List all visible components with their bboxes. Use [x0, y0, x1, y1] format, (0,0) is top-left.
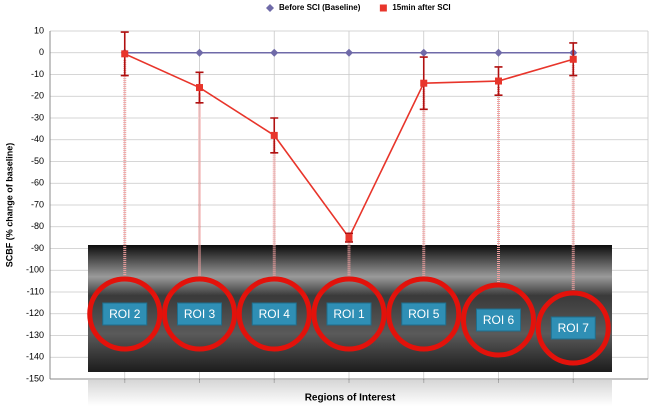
y-tick-label: -100	[26, 265, 44, 275]
image-reflection	[88, 380, 612, 406]
legend-label: Before SCI (Baseline)	[279, 3, 361, 12]
roi-label: ROI 7	[558, 321, 590, 335]
roi-circle	[236, 276, 312, 352]
roi-label: ROI 4	[259, 307, 291, 321]
roi-label-box	[476, 308, 521, 332]
roi-circle	[162, 276, 237, 352]
y-tick-label: -10	[31, 69, 44, 79]
roi-label-box	[177, 302, 222, 326]
y-tick-label: -140	[26, 352, 44, 362]
point	[569, 55, 577, 63]
y-tick-label: -120	[26, 308, 44, 318]
roi-circle	[311, 276, 387, 352]
roi-label: ROI 3	[184, 307, 216, 321]
point	[121, 50, 129, 58]
x-axis-label: Regions of Interest	[305, 393, 396, 404]
roi-label-box	[326, 302, 372, 326]
y-axis-label: SCBF (% change of baseline)	[4, 143, 14, 268]
point	[494, 48, 503, 57]
roi-label: ROI 5	[408, 307, 440, 321]
y-tick-label: 10	[34, 25, 44, 35]
legend-marker	[266, 4, 274, 12]
legend-marker	[379, 4, 387, 12]
y-tick-label: -30	[31, 112, 44, 122]
point	[345, 234, 353, 242]
point	[196, 84, 203, 92]
point	[345, 48, 353, 57]
roi-circle	[535, 290, 611, 366]
roi-overlay: ROI 2 ROI 3 ROI 4 ROI 1 ROI 5 ROI 6 ROI 7	[87, 59, 611, 366]
y-tick-label: -70	[31, 199, 44, 209]
point	[419, 48, 428, 57]
roi-label-box	[102, 302, 148, 326]
roi-label: ROI 6	[483, 313, 515, 327]
roi-label: ROI 1	[333, 307, 365, 321]
point	[270, 48, 279, 57]
y-tick-label: -130	[26, 330, 44, 340]
roi-circle	[386, 276, 462, 352]
y-tick-label: -90	[31, 243, 44, 253]
point	[270, 131, 278, 139]
roi-circle	[461, 282, 536, 358]
roi-label-box	[550, 316, 596, 340]
roi-circle	[87, 276, 163, 352]
point	[495, 77, 502, 85]
y-tick-label: -110	[27, 286, 44, 296]
roi-label-box	[401, 302, 447, 326]
roi-label: ROI 2	[109, 307, 141, 321]
y-tick-label: -40	[31, 134, 44, 144]
plot	[120, 31, 578, 243]
legend-label: 15min after SCI	[392, 3, 450, 12]
point	[195, 48, 204, 57]
y-tick-label: -50	[31, 156, 44, 166]
y-tick-label: -60	[31, 178, 44, 188]
y-tick-label: 0	[39, 47, 44, 57]
point	[420, 79, 428, 87]
y-tick-label: -150	[26, 373, 44, 383]
roi-label-box	[251, 302, 297, 326]
y-tick-label: -20	[31, 91, 44, 101]
y-tick-label: -80	[31, 221, 44, 231]
